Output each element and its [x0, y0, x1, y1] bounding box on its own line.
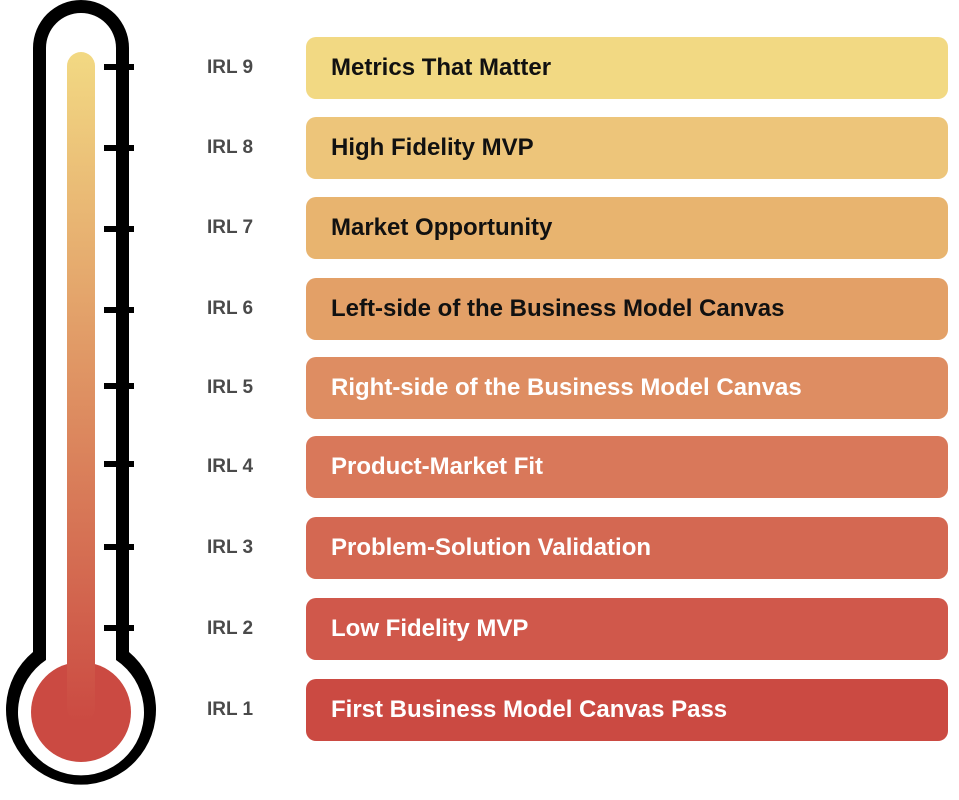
- irl-level-bar: Market Opportunity: [306, 197, 948, 259]
- thermometer-tick: [104, 307, 134, 313]
- irl-level-bar: Metrics That Matter: [306, 37, 948, 99]
- irl-level-label: IRL 2: [206, 618, 254, 639]
- irl-level-bar: High Fidelity MVP: [306, 117, 948, 179]
- irl-level-label: IRL 3: [206, 537, 254, 558]
- irl-level-bar: Problem-Solution Validation: [306, 517, 948, 579]
- irl-level-title: Problem-Solution Validation: [331, 534, 652, 561]
- irl-level-bar: Product-Market Fit: [306, 436, 948, 498]
- thermometer-tick: [104, 145, 134, 151]
- thermometer-tick: [104, 461, 134, 467]
- thermometer-tick: [104, 625, 134, 631]
- irl-level-title: Market Opportunity: [331, 214, 553, 241]
- thermometer-tick: [104, 226, 134, 232]
- irl-level-title: Metrics That Matter: [331, 54, 552, 81]
- irl-level-label: IRL 8: [206, 137, 254, 158]
- irl-level-title: Product-Market Fit: [331, 453, 544, 480]
- thermometer-ticks: [104, 64, 134, 631]
- irl-level-label: IRL 4: [206, 456, 254, 477]
- irl-level-title: Low Fidelity MVP: [331, 615, 529, 642]
- thermometer-tick: [104, 64, 134, 70]
- irl-level-label: IRL 1: [206, 699, 254, 720]
- thermometer: [6, 0, 157, 785]
- irl-level-title: Left-side of the Business Model Canvas: [331, 295, 785, 322]
- irl-level-label: IRL 9: [206, 57, 254, 78]
- irl-level-label: IRL 7: [206, 217, 254, 238]
- irl-level-title: First Business Model Canvas Pass: [331, 696, 728, 723]
- irl-level-bar: Right-side of the Business Model Canvas: [306, 357, 948, 419]
- thermometer-tick: [104, 383, 134, 389]
- irl-level-label: IRL 5: [206, 377, 254, 398]
- irl-level-bar: Low Fidelity MVP: [306, 598, 948, 660]
- thermometer-mercury: [67, 52, 95, 722]
- thermometer-tick: [104, 544, 134, 550]
- irl-level-title: High Fidelity MVP: [331, 134, 534, 161]
- irl-level-bar: Left-side of the Business Model Canvas: [306, 278, 948, 340]
- irl-level-title: Right-side of the Business Model Canvas: [331, 374, 802, 401]
- irl-level-bar: First Business Model Canvas Pass: [306, 679, 948, 741]
- irl-level-label: IRL 6: [206, 298, 254, 319]
